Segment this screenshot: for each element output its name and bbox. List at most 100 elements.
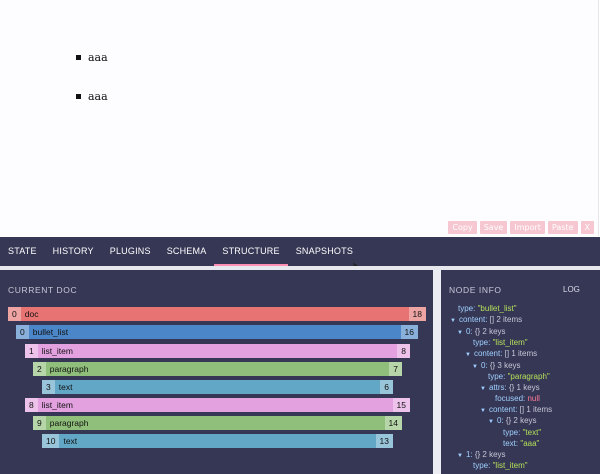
paste-button[interactable]: Paste [547,221,578,234]
log-button[interactable]: LOG [563,285,580,294]
node-type-label: paragraph [49,418,89,428]
node-start-pos: 10 [42,434,60,448]
expand-arrow-icon[interactable]: ▼ [480,386,486,392]
node-end-pos: 15 [392,398,410,412]
devtools-toolbar: Copy Save Import Paste X [448,221,594,234]
tree-key: attrs: [488,383,507,392]
doc-node[interactable]: 0 doc 18 [8,307,426,321]
node-start-pos: 0 [8,307,21,321]
list-item-node[interactable]: 8 list_item 15 [25,398,410,412]
list-item[interactable]: aaa [76,90,108,103]
tree-key: content: [473,349,503,358]
bullet-icon [76,55,81,60]
node-end-pos: 8 [397,344,410,358]
tab-snapshots[interactable]: SNAPSHOTS [295,246,354,256]
tree-value: "bullet_list" [477,304,517,313]
tree-row: type: "list_item" [473,338,528,347]
tab-plugins[interactable]: PLUGINS [109,246,151,256]
text-node[interactable]: 10 text 13 [42,434,393,448]
list-item-text: aaa [88,90,108,103]
tab-history[interactable]: HISTORY [52,246,94,256]
tab-structure[interactable]: STRUCTURE [214,237,289,266]
tree-key: content: [488,405,518,414]
list-item-node[interactable]: 1 list_item 8 [25,344,410,358]
tree-key: text: [503,439,519,448]
text-node[interactable]: 3 text 6 [42,380,393,394]
node-type-label: list_item [41,346,73,356]
node-start-pos: 1 [25,344,38,358]
panel-divider[interactable] [433,270,441,474]
node-type-label: paragraph [49,364,89,374]
tree-meta: {} 2 keys [505,416,537,425]
node-info-title: NODE INFO [449,285,502,295]
tree-row[interactable]: ▼ content: [] 1 items [465,349,537,358]
editor-area[interactable]: aaa aaa Copy Save Import Paste X [0,0,599,236]
tree-row[interactable]: ▼ 0: {} 3 keys [472,361,521,370]
expand-arrow-icon[interactable]: ▼ [472,364,478,370]
copy-button[interactable]: Copy [448,221,477,234]
node-end-pos: 16 [400,325,418,339]
tree-value: "paragraph" [507,372,550,381]
node-type-label: doc [24,309,39,319]
tree-meta: [] 2 items [489,315,523,324]
node-start-pos: 9 [33,416,46,430]
node-type-label: list_item [41,400,73,410]
expand-arrow-icon[interactable]: ▼ [450,318,456,324]
tree-value: null [527,394,540,403]
tree-row: type: "text" [503,428,541,437]
tree-value: "text" [522,428,542,437]
tab-state[interactable]: STATE [8,246,37,256]
panel-gap [0,266,600,270]
tree-key: type: [503,428,521,437]
tree-row: type: "list_item" [473,461,528,470]
devtools-tabbar: STATE HISTORY PLUGINS SCHEMA STRUCTURE S… [0,237,600,266]
node-start-pos: 0 [16,325,29,339]
tree-key: type: [458,304,476,313]
tree-meta: [] 1 items [519,405,553,414]
tree-key: type: [473,461,491,470]
expand-arrow-icon[interactable]: ▼ [457,330,463,336]
tree-row[interactable]: ▼ content: [] 2 items [450,315,522,324]
tree-key: type: [488,372,506,381]
tree-row: type: "bullet_list" [458,304,517,313]
node-start-pos: 8 [25,398,38,412]
tree-key: focused: [495,394,526,403]
paragraph-node[interactable]: 2 paragraph 7 [33,362,402,376]
tree-meta: {} 3 keys [489,361,521,370]
tree-row[interactable]: ▼ 0: {} 2 keys [457,327,506,336]
current-doc-panel: CURRENT DOC 0 doc 18 0 bullet_list 16 1 list_it… [0,270,433,474]
tree-value: "list_item" [492,461,528,470]
bullet-list-node[interactable]: 0 bullet_list 16 [16,325,418,339]
tree-row[interactable]: ▼ 0: {} 2 keys [488,416,537,425]
node-end-pos: 13 [375,434,393,448]
tree-value: "aaa" [520,439,540,448]
tree-row: type: "paragraph" [488,372,550,381]
node-end-pos: 18 [408,307,426,321]
save-button[interactable]: Save [479,221,508,234]
tree-meta: [] 1 items [504,349,538,358]
tree-row[interactable]: ▼ content: [] 1 items [480,405,552,414]
tree-key: content: [458,315,488,324]
tree-row[interactable]: ▼ attrs: {} 1 keys [480,383,540,392]
expand-arrow-icon[interactable]: ▼ [465,352,471,358]
expand-arrow-icon[interactable]: ▼ [457,453,463,459]
tree-key: 1: [465,450,473,459]
list-item-text: aaa [88,51,108,64]
list-item[interactable]: aaa [76,51,108,64]
node-type-label: text [58,382,73,392]
node-end-pos: 7 [389,362,402,376]
tree-key: 0: [480,361,488,370]
tree-row: text: "aaa" [503,439,539,448]
close-button[interactable]: X [580,221,594,234]
expand-arrow-icon[interactable]: ▼ [480,408,486,414]
paragraph-node[interactable]: 9 paragraph 14 [33,416,402,430]
node-end-pos: 6 [380,380,393,394]
tree-key: type: [473,338,491,347]
tree-row[interactable]: ▼ 1: {} 2 keys [457,450,506,459]
tree-key: 0: [496,416,504,425]
tree-meta: {} 2 keys [474,450,506,459]
tab-schema[interactable]: SCHEMA [166,246,207,256]
import-button[interactable]: Import [510,221,545,234]
node-type-label: bullet_list [32,327,69,337]
expand-arrow-icon[interactable]: ▼ [488,419,494,425]
